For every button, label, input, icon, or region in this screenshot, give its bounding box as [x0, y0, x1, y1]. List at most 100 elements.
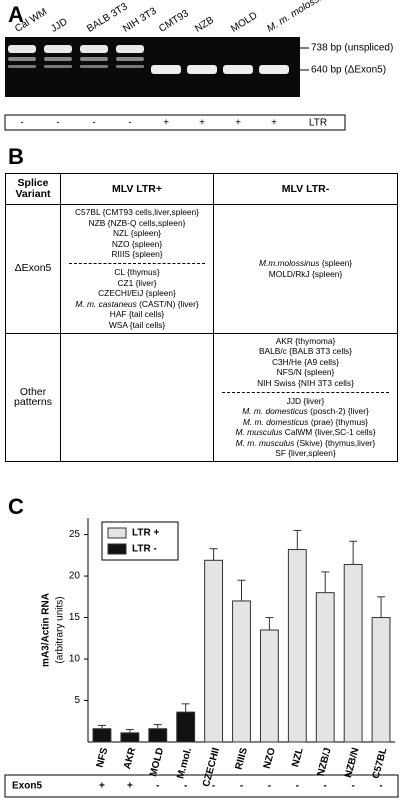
x-tick-label: NZB/N: [343, 747, 362, 779]
lane-label: CMT93: [157, 8, 191, 35]
bar: [92, 728, 112, 743]
strain-line: CZ1 {liver}: [117, 277, 157, 288]
legend-label: LTR -: [132, 544, 157, 555]
strain-line: C3H/He {A9 cells}: [271, 356, 340, 367]
x-tick-label: NZL: [290, 747, 306, 769]
panel-label: C: [8, 494, 24, 519]
ltr-sign: -: [92, 118, 95, 129]
ltr-sign: +: [271, 118, 277, 129]
gel-band: [187, 65, 217, 74]
strain-line: WSA {tail cells}: [108, 319, 166, 330]
ltr-plus-cell: C57BL {CMT93 cells,liver,spleen} NZB {NZB…: [60, 204, 214, 334]
strain-species: M. musculus: [235, 427, 283, 438]
bar: [259, 629, 279, 743]
exon5-sign: +: [127, 781, 133, 792]
x-tick-label: AKR: [122, 746, 138, 771]
x-tick-label: NZO: [262, 746, 278, 769]
bar: [287, 549, 307, 743]
panel-label: A: [8, 2, 24, 27]
bar: [120, 732, 140, 743]
ltr-plus-cell: [60, 332, 214, 463]
variant-cell: ΔExon5: [5, 204, 61, 334]
variant-cell: Other patterns: [5, 332, 61, 463]
lane-label: JJD: [49, 16, 69, 34]
strain-line: M. musculus CalWM {liver,SC-1 cells}: [216, 427, 395, 438]
column-header: Splice Variant: [5, 173, 61, 205]
strain-line: NZO {spleen}: [111, 238, 163, 249]
gel-band: [259, 65, 289, 74]
exon5-sign: +: [99, 781, 105, 792]
gel-band: [44, 65, 72, 68]
error-bar: [321, 571, 330, 593]
band-label: 738 bp (unspliced): [311, 43, 393, 54]
bar: [371, 617, 391, 743]
strain-species: M. m. castaneus: [75, 298, 137, 309]
gel-band: [80, 57, 108, 61]
y-axis-label: mA3/Actin RNA: [41, 593, 52, 667]
exon5-box: [4, 774, 399, 798]
exon5-sign: -: [156, 781, 159, 792]
exon5-sign: -: [184, 781, 187, 792]
panel-label: B: [8, 144, 24, 169]
ltr-sign: +: [199, 118, 205, 129]
header-row: Splice Variant MLV LTR+ MLV LTR-: [5, 173, 398, 205]
strain-line: CZECHI/EiJ {spleen}: [98, 288, 176, 299]
strain-table: Splice Variant MLV LTR+ MLV LTR- ΔExon5 C57B…: [5, 173, 398, 463]
exon5-sign: -: [379, 781, 382, 792]
strain-detail: (CAST/N) {liver}: [139, 298, 199, 309]
strain-line: M. m. domesticus (prae) {thymus}: [216, 417, 395, 428]
gel-band: [44, 45, 72, 53]
strain-line: M. m. musculus (Skive) {thymus,liver}: [216, 438, 395, 449]
lane-label: NZB: [193, 15, 216, 35]
strain-line: MOLD/RkJ {spleen}: [268, 268, 343, 279]
exon5-sign: -: [212, 781, 215, 792]
error-bar: [265, 617, 274, 630]
strain-line: NZL {spleen}: [112, 228, 162, 239]
bar: [176, 711, 196, 743]
y-axis-sublabel: (arbitrary units): [55, 596, 66, 663]
exon5-sign: -: [240, 781, 243, 792]
ltr-sign: +: [163, 118, 169, 129]
strain-species: M.m.molossinus: [258, 258, 320, 269]
strain-species: M. m. domesticus: [242, 416, 309, 427]
gel-band: [8, 57, 36, 61]
y-tick-label: 20: [69, 571, 81, 582]
y-tick-label: 15: [69, 612, 81, 623]
strain-detail: CalWM {liver,SC-1 cells}: [284, 427, 376, 438]
bar: [204, 559, 224, 743]
gel-band: [116, 57, 144, 61]
strain-line: C57BL {CMT93 cells,liver,spleen}: [75, 207, 199, 217]
strain-detail: (prae) {thymus}: [310, 416, 369, 427]
gel-band: [80, 65, 108, 68]
exon5-sign: -: [268, 781, 271, 792]
exon5-sign: -: [324, 781, 327, 792]
exon5-sign: -: [296, 781, 299, 792]
strain-line: M. m. castaneus (CAST/N) {liver}: [63, 299, 211, 310]
ltr-minus-cell: M.m.molossinus {spleen} MOLD/RkJ {spleen}: [213, 204, 398, 334]
error-bar: [153, 724, 162, 729]
bar: [148, 728, 168, 743]
ltr-minus-cell: AKR {thymoma} BALB/c {BALB 3T3 cells} C3H/…: [213, 332, 398, 463]
group-divider: [69, 262, 205, 264]
legend-swatch: [107, 527, 127, 539]
strain-line: HAF {tail cells}: [109, 309, 165, 320]
strain-line: SF {liver,spleen}: [275, 448, 336, 459]
lane-label: MOLD: [229, 10, 259, 35]
strain-line: NZB {NZB-Q cells,spleen}: [88, 217, 186, 228]
gel-band: [116, 65, 144, 68]
error-bar: [237, 579, 246, 601]
error-bar: [181, 703, 190, 713]
table-row: Other patterns AKR {thymoma} BALB/c {BALB …: [5, 332, 398, 463]
strain-detail: {spleen}: [321, 258, 353, 269]
bar: [315, 592, 335, 743]
error-bar: [293, 529, 302, 550]
strain-line: M. m. domesticus (posch-2) {liver}: [216, 406, 395, 417]
strain-line: RIIIS {spleen}: [111, 249, 163, 260]
strain-line: M.m.molossinus {spleen}: [216, 258, 395, 269]
ltr-sign: -: [128, 118, 131, 129]
ltr-box: [4, 114, 346, 131]
exon5-sign: -: [351, 781, 354, 792]
legend-label: LTR +: [132, 528, 159, 539]
bar: [232, 600, 251, 743]
